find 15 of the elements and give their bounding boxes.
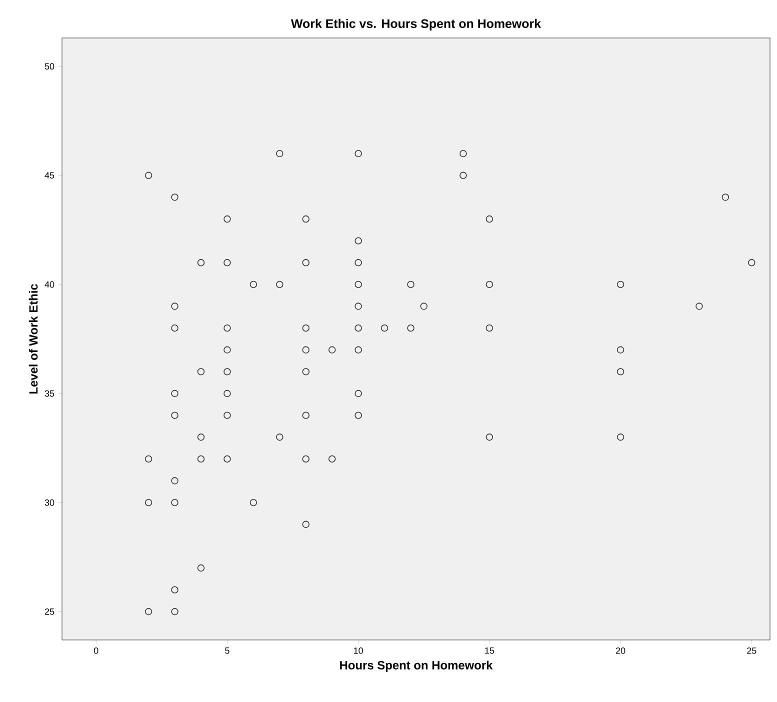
y-tick-label: 25 [44, 608, 54, 615]
chart-title: Work Ethic vs. Hours Spent on Homework [291, 18, 542, 30]
y-axis-title: Level of Work Ethic [28, 284, 38, 394]
x-tick-label: 10 [354, 648, 363, 654]
y-tick-label: 45 [44, 172, 54, 179]
x-tick-label: 5 [225, 648, 230, 654]
x-axis-title: Hours Spent on Homework [340, 660, 493, 672]
y-tick-label: 30 [44, 499, 54, 506]
y-tick-label: 50 [44, 63, 54, 70]
x-tick-label: 0 [94, 648, 98, 654]
x-tick-label: 25 [747, 648, 756, 654]
y-tick-label: 40 [44, 281, 54, 288]
y-tick-label: 35 [44, 390, 54, 397]
x-tick-label: 20 [616, 648, 626, 654]
x-tick-label: 15 [485, 648, 494, 654]
